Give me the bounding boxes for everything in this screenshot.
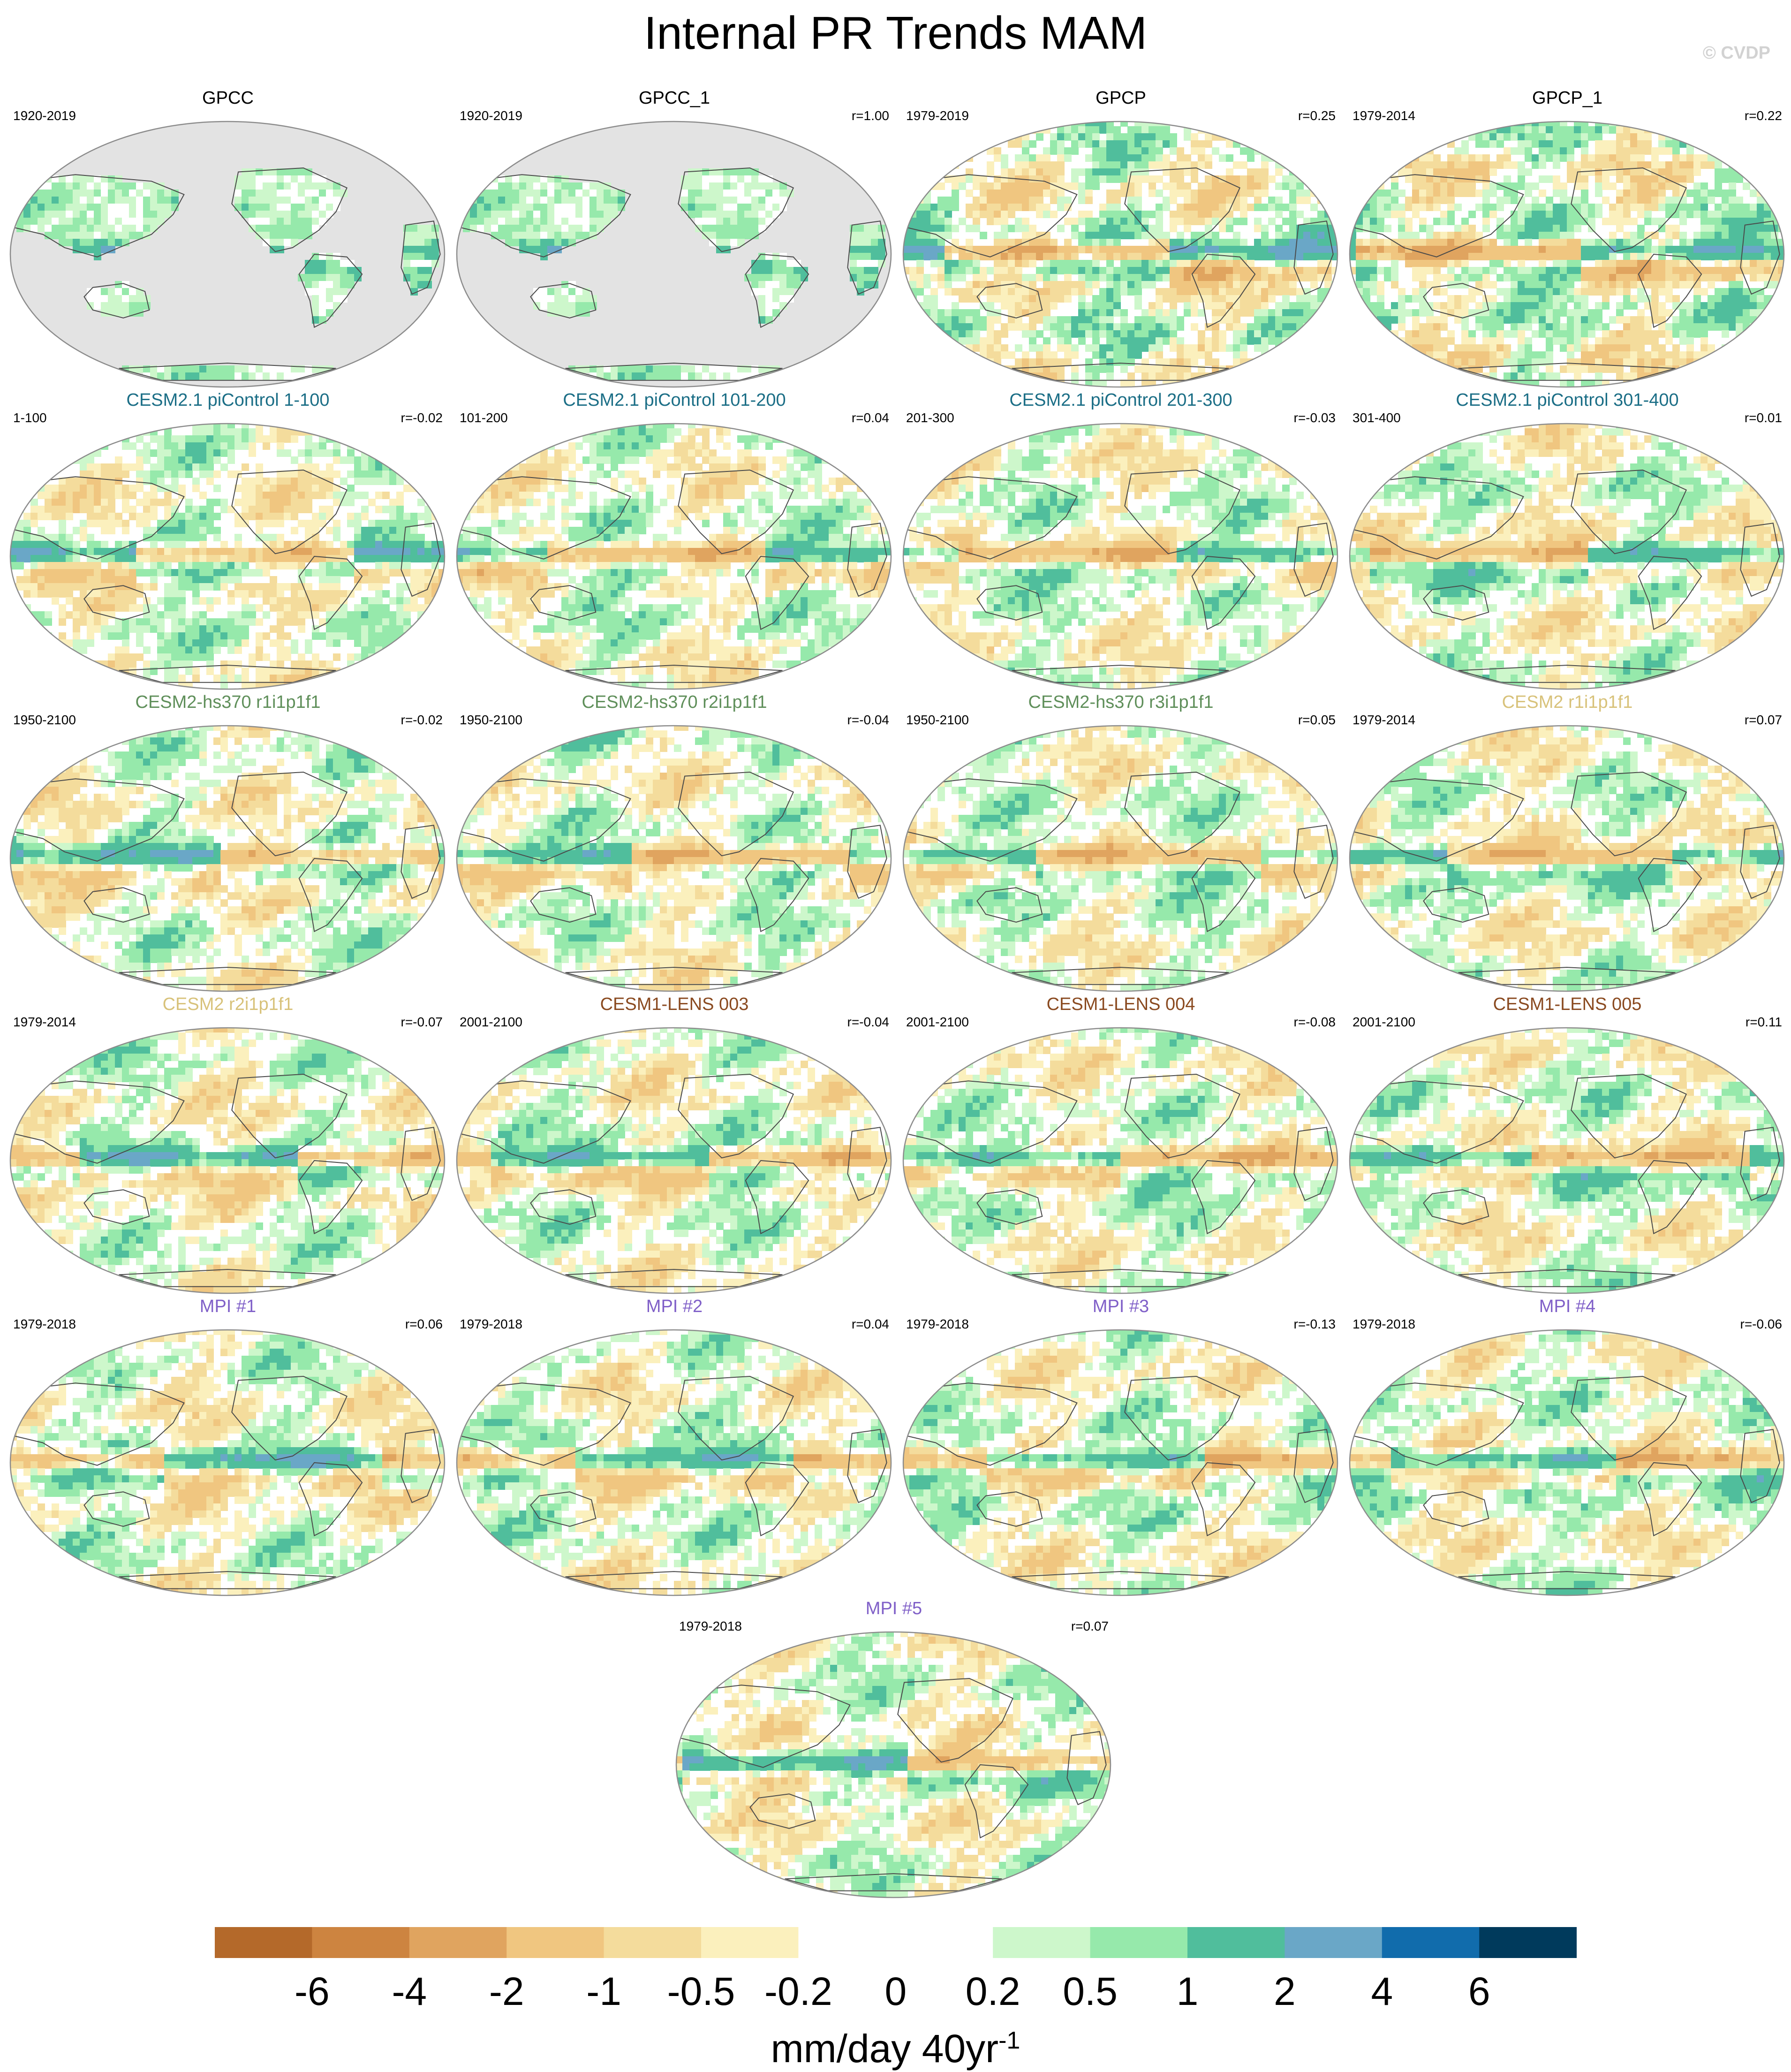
map-6 [902,421,1338,691]
map-14 [902,1025,1338,1295]
colorbar-segment [1187,1927,1285,1958]
colorbar-segment [1382,1927,1480,1958]
map-19 [1349,1328,1785,1597]
panel-title: CESM2.1 piControl 201-300 [898,389,1344,411]
map-12 [9,1025,446,1295]
colorbar-segment [993,1927,1090,1958]
map-2 [902,119,1338,389]
panel-title: CESM2.1 piControl 301-400 [1344,389,1791,411]
panel-title: MPI #3 [898,1296,1344,1317]
colorbar-tick-label: 0.5 [1063,1969,1118,2013]
colorbar-segment [1479,1927,1577,1958]
map-4 [9,421,446,691]
map-16 [9,1328,446,1597]
panel-title: CESM2-hs370 r1i1p1f1 [5,691,451,713]
colorbar-segment [1090,1927,1188,1958]
panel-title: MPI #1 [5,1296,451,1317]
colorbar-unit-label: mm/day 40yr-1 [0,2017,1791,2072]
map-5 [456,421,892,691]
panel-title: MPI #4 [1344,1296,1791,1317]
colorbar-segment [798,1927,896,1958]
colorbar-segment [701,1927,799,1958]
colorbar-tick-label: 2 [1274,1969,1296,2013]
colorbar-unit-text: mm/day 40yr [771,2026,998,2071]
panel-title: GPCP_1 [1344,87,1791,109]
panel-title: CESM2 r1i1p1f1 [1344,691,1791,713]
panel-title: CESM1-LENS 003 [451,994,898,1015]
colorbar-segment [215,1927,312,1958]
colorbar-segment [1285,1927,1382,1958]
map-17 [456,1328,892,1597]
panel-title: CESM2.1 piControl 1-100 [5,389,451,411]
map-11 [1349,723,1785,993]
panel-title: CESM2-hs370 r3i1p1f1 [898,691,1344,713]
map-15 [1349,1025,1785,1295]
colorbar-segment [604,1927,702,1958]
map-0 [9,119,446,389]
colorbar-segment [896,1927,993,1958]
map-8 [9,723,446,993]
colorbar-segment [312,1927,409,1958]
colorbar-tick-label: 4 [1371,1969,1393,2013]
map-3 [1349,119,1785,389]
colorbar-tick-label: -0.2 [764,1969,832,2013]
map-18 [902,1328,1338,1597]
panel-title: GPCC [5,87,451,109]
panel-title: CESM2-hs370 r2i1p1f1 [451,691,898,713]
colorbar-tick-label: 6 [1468,1969,1490,2013]
panel-title: CESM1-LENS 004 [898,994,1344,1015]
colorbar-tick-label: -6 [295,1969,330,2013]
panel-title: CESM2.1 piControl 101-200 [451,389,898,411]
panel-title: GPCP [898,87,1344,109]
colorbar-segment [409,1927,507,1958]
panel-title: MPI #2 [451,1296,898,1317]
map-20 [675,1630,1111,1899]
colorbar-segment [506,1927,604,1958]
colorbar-tick-label: 0.2 [966,1969,1020,2013]
colorbar-tick-label: -4 [392,1969,427,2013]
watermark: © CVDP [1703,43,1770,63]
panel-title: CESM2 r2i1p1f1 [5,994,451,1015]
panel-title: MPI #5 [671,1598,1117,1619]
colorbar: -6 -4 -2 -1 -0.5 -0.2 0 0.2 0.5 1 2 4 6 [215,1927,1577,2021]
map-10 [902,723,1338,993]
panel-title: CESM1-LENS 005 [1344,994,1791,1015]
map-7 [1349,421,1785,691]
colorbar-tick-label: -2 [489,1969,524,2013]
colorbar-tick-label: 1 [1177,1969,1199,2013]
colorbar-unit-exponent: -1 [998,2027,1020,2054]
map-9 [456,723,892,993]
panel-title: GPCC_1 [451,87,898,109]
page-title: Internal PR Trends MAM [0,5,1791,61]
map-13 [456,1025,892,1295]
colorbar-tick-label: 0 [884,1969,907,2013]
map-1 [456,119,892,389]
colorbar-tick-label: -1 [586,1969,621,2013]
colorbar-tick-label: -0.5 [667,1969,735,2013]
